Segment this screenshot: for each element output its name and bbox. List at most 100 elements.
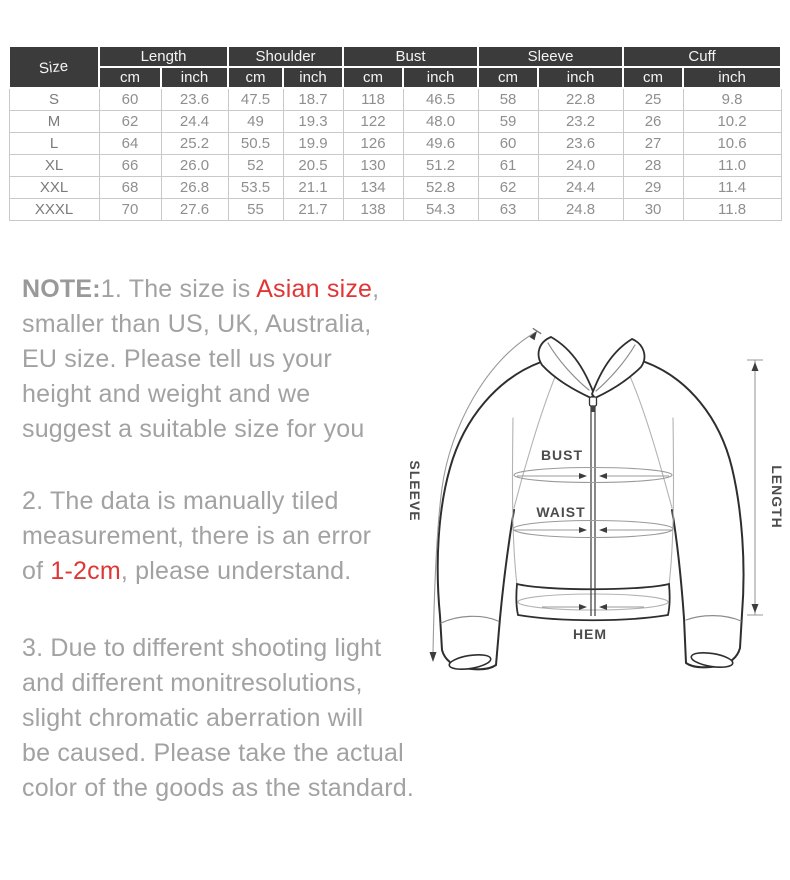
unit-header: cm (477, 66, 540, 89)
note-line: suggest a suitable size for you (22, 415, 365, 443)
measurement-value: 25.2 (160, 131, 229, 155)
measurement-value: 64 (98, 131, 162, 155)
waist-label: WAIST (536, 504, 585, 520)
measurement-value: 60 (477, 131, 539, 155)
waist-left-arrowhead (579, 527, 587, 533)
size-value: XXL (8, 175, 100, 199)
measurement-value: 20.5 (282, 153, 344, 177)
measurement-value: 52.8 (402, 175, 479, 199)
note-line: and different monitresolutions, (22, 669, 363, 697)
note-line: NOTE:1. The size is Asian size, (22, 275, 380, 303)
note-line: smaller than US, UK, Australia, (22, 310, 372, 338)
measurement-value: 27.6 (160, 197, 229, 221)
measurement-value: 53.5 (227, 175, 284, 199)
measurement-value: 18.7 (282, 87, 344, 111)
measurement-value: 26 (622, 109, 684, 133)
right-cuff-seam (685, 615, 742, 622)
bust-group-header: Bust (342, 45, 480, 68)
jacket-measurement-diagram: BUST WAIST HEM SLEEVE LENGTH (390, 318, 790, 683)
jacket-body (512, 405, 674, 588)
measurement-value: 70 (98, 197, 162, 221)
note-1: NOTE:1. The size is Asian size, smaller t… (22, 272, 452, 447)
table-row: XL 66 26.0 52 20.5 130 51.2 61 24.0 28 11.0 (8, 153, 782, 177)
measurement-value: 19.3 (282, 109, 344, 133)
jacket-right-sleeve-outline (644, 361, 745, 669)
table-row: XXL 68 26.8 53.5 21.1 134 52.8 62 24.4 29 11.4 (8, 175, 782, 199)
sleeve-top-arrowhead (529, 331, 537, 341)
note-line: slight chromatic aberration will (22, 704, 364, 732)
zipper-line (590, 398, 596, 616)
measurement-value: 24.4 (160, 109, 229, 133)
size-value: S (8, 87, 100, 111)
sleeve-label: SLEEVE (407, 460, 423, 521)
measurement-value: 49 (227, 109, 284, 133)
table-row: M 62 24.4 49 19.3 122 48.0 59 23.2 26 10.2 (8, 109, 782, 133)
size-value: L (8, 131, 100, 155)
measurement-value: 21.1 (282, 175, 344, 199)
measurement-value: 61 (477, 153, 539, 177)
zipper-pull (591, 406, 595, 412)
measurement-value: 10.6 (682, 131, 782, 155)
collar-right-trim (595, 344, 636, 392)
measurement-value: 48.0 (402, 109, 479, 133)
measurement-value: 46.5 (402, 87, 479, 111)
measurement-value: 49.6 (402, 131, 479, 155)
measurement-value: 134 (342, 175, 404, 199)
note-3: 3. Due to different shooting light and di… (22, 631, 452, 806)
table-row: L 64 25.2 50.5 19.9 126 49.6 60 23.6 27 10.6 (8, 131, 782, 155)
size-value: XL (8, 153, 100, 177)
shoulder-group-header: Shoulder (227, 45, 345, 68)
measurement-value: 27 (622, 131, 684, 155)
measurement-value: 30 (622, 197, 684, 221)
measurement-value: 22.8 (537, 87, 624, 111)
unit-header: cm (227, 66, 285, 89)
bust-label: BUST (541, 447, 583, 463)
right-raglan-seam (628, 373, 673, 509)
cuff-group-header: Cuff (622, 45, 783, 68)
measurement-value: 52 (227, 153, 284, 177)
table-row: XXXL 70 27.6 55 21.7 138 54.3 63 24.8 30 11.8 (8, 197, 782, 221)
measurement-value: 29 (622, 175, 684, 199)
measurement-value: 62 (477, 175, 539, 199)
measurement-value: 11.0 (682, 153, 782, 177)
bust-right-arrowhead (599, 473, 607, 479)
left-cuff-opening (448, 653, 492, 671)
table-header-groups: Size Length Shoulder Bust Sleeve Cuff (8, 45, 783, 89)
measurement-value: 9.8 (682, 87, 782, 111)
unit-header: cm (622, 66, 685, 89)
unit-header: cm (342, 66, 405, 89)
measurement-value: 28 (622, 153, 684, 177)
measurement-value: 138 (342, 197, 404, 221)
measurement-value: 59 (477, 109, 539, 133)
sleeve-measure-tick (532, 327, 542, 335)
size-column-header: Size (8, 45, 100, 89)
right-cuff-opening (690, 651, 734, 669)
note-line: EU size. Please tell us your (22, 345, 332, 373)
unit-header: inch (159, 66, 230, 89)
length-group-header: Length (97, 45, 230, 68)
measurement-value: 51.2 (402, 153, 479, 177)
measurement-value: 23.6 (537, 131, 624, 155)
measurement-value: 126 (342, 131, 404, 155)
measurement-value: 10.2 (682, 109, 782, 133)
measurement-value: 19.9 (282, 131, 344, 155)
bust-ellipse (513, 466, 673, 484)
measurement-value: 23.6 (160, 87, 229, 111)
note-line: color of the goods as the standard. (22, 774, 414, 802)
length-bottom-arrowhead (751, 604, 759, 613)
unit-header: inch (537, 66, 625, 89)
unit-header: cm (98, 66, 162, 89)
left-cuff-seam (440, 615, 499, 624)
measurement-value: 21.7 (282, 197, 344, 221)
hem-left-arrowhead (579, 604, 587, 610)
sleeve-group-header: Sleeve (477, 45, 625, 68)
table-header-units: cm inch cm inch cm inch cm inch cm inch (9, 66, 783, 89)
size-chart-table: Size Length Shoulder Bust Sleeve Cuff cm… (8, 45, 783, 221)
sleeve-bottom-arrowhead (429, 652, 437, 662)
unit-header: inch (682, 66, 783, 89)
note-line: of 1-2cm, please understand. (22, 557, 352, 585)
waist-right-arrowhead (599, 527, 607, 533)
table-row: S 60 23.6 47.5 18.7 118 46.5 58 22.8 25 9.8 (8, 87, 782, 111)
zipper-slider (588, 396, 598, 407)
note-line: 3. Due to different shooting light (22, 634, 382, 662)
